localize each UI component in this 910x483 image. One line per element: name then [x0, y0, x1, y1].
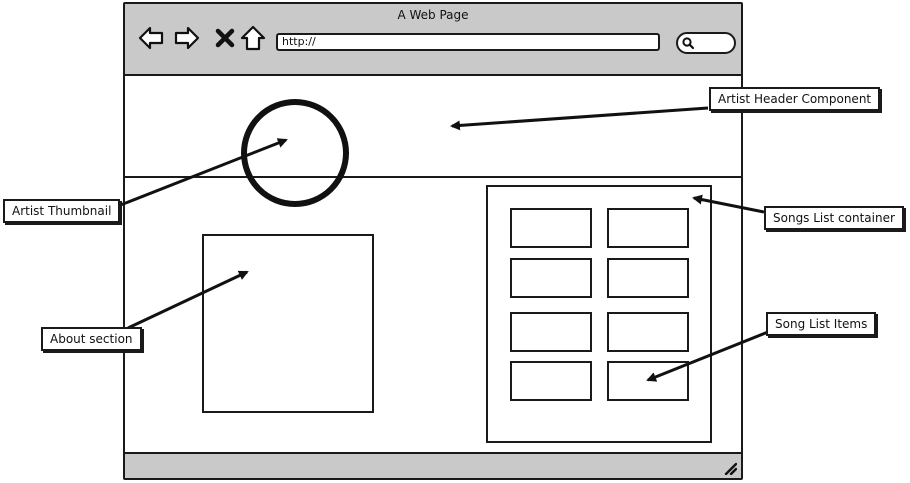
- song-list-item[interactable]: [607, 208, 689, 248]
- callout-about-section: About section: [41, 327, 142, 351]
- callout-songs-list-container: Songs List container: [764, 206, 904, 230]
- song-list-item[interactable]: [510, 361, 592, 401]
- url-input[interactable]: http://: [276, 33, 660, 51]
- search-icon: [682, 37, 695, 50]
- song-list-item[interactable]: [607, 258, 689, 298]
- callout-artist-thumbnail: Artist Thumbnail: [3, 199, 121, 223]
- song-list-item[interactable]: [607, 361, 689, 401]
- search-input[interactable]: [676, 32, 736, 54]
- artist-thumbnail: [241, 99, 349, 207]
- callout-artist-header: Artist Header Component: [709, 87, 881, 111]
- about-section: [202, 234, 374, 413]
- callout-song-list-items: Song List Items: [766, 312, 877, 336]
- home-icon[interactable]: [239, 24, 267, 52]
- window-title: A Web Page: [397, 8, 469, 22]
- browser-statusbar: [125, 452, 741, 478]
- forward-icon[interactable]: [173, 24, 201, 52]
- close-icon[interactable]: [211, 24, 239, 52]
- browser-titlebar: A Web Page http://: [125, 4, 741, 76]
- songs-list-container: [486, 185, 712, 443]
- back-icon[interactable]: [137, 24, 165, 52]
- song-list-item[interactable]: [510, 258, 592, 298]
- artist-header: [125, 76, 741, 178]
- resize-handle-icon[interactable]: [721, 459, 737, 475]
- song-list-item[interactable]: [510, 208, 592, 248]
- song-list-item[interactable]: [510, 312, 592, 352]
- song-list-item[interactable]: [607, 312, 689, 352]
